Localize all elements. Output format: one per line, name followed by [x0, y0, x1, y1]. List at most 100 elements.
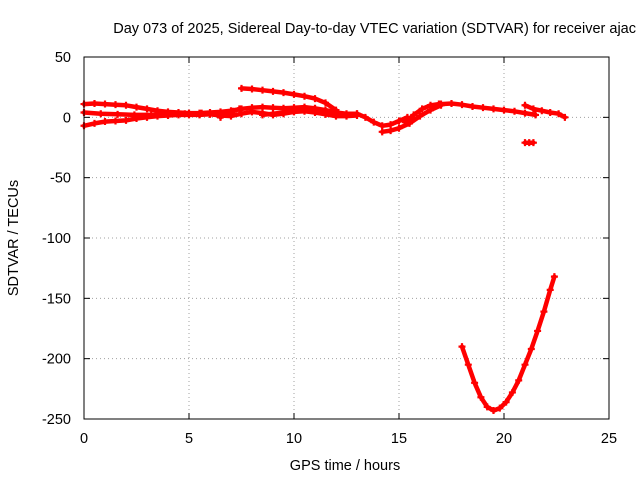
x-tick-label: 15: [391, 431, 407, 447]
data-point: [401, 118, 409, 126]
series-arc-e: [353, 110, 411, 130]
data-point: [238, 84, 245, 92]
x-tick-label: 10: [286, 431, 302, 447]
data-point: [490, 407, 497, 415]
data-point: [248, 85, 256, 93]
data-point: [508, 388, 516, 396]
data-point: [437, 100, 445, 108]
data-point: [361, 113, 369, 121]
data-point: [387, 127, 395, 135]
data-point: [290, 90, 298, 98]
data-point: [164, 110, 172, 118]
data-point: [532, 111, 539, 119]
data-point: [378, 122, 386, 130]
data-point: [101, 118, 109, 126]
data-point: [269, 104, 277, 112]
data-point: [521, 361, 529, 369]
data-point: [471, 379, 479, 387]
data-point: [529, 139, 537, 147]
data-point: [238, 110, 245, 118]
data-point: [500, 106, 508, 114]
data-point: [540, 308, 548, 316]
series-trace: [438, 101, 538, 118]
x-axis-label: GPS time / hours: [290, 458, 400, 474]
data-point: [280, 89, 287, 97]
data-point: [122, 101, 130, 109]
data-point: [311, 105, 319, 113]
y-tick-label: -250: [42, 412, 71, 428]
data-point: [387, 121, 395, 129]
data-point: [235, 105, 243, 113]
data-point: [395, 124, 403, 132]
series-trace: [218, 106, 242, 120]
data-point: [511, 107, 518, 115]
series-layer: [80, 84, 569, 415]
data-point: [248, 108, 256, 116]
data-point: [353, 110, 361, 118]
y-tick-label: -200: [42, 352, 71, 368]
data-point: [527, 345, 535, 353]
data-point: [529, 105, 537, 113]
data-point: [133, 103, 140, 111]
data-point: [418, 105, 426, 113]
series-arc-b: [217, 105, 243, 121]
data-point: [521, 109, 529, 117]
data-point: [143, 105, 151, 113]
data-point: [343, 112, 350, 120]
y-tick-label: 50: [55, 50, 71, 66]
data-point: [534, 327, 542, 335]
series-trace: [459, 274, 557, 413]
y-axis-label: SDTVAR / TECUs: [6, 180, 22, 296]
data-point: [181, 110, 189, 118]
data-point: [301, 92, 308, 100]
data-point: [550, 273, 558, 281]
data-point: [458, 101, 466, 109]
data-point: [427, 101, 434, 109]
data-point: [515, 376, 523, 384]
data-point: [122, 116, 130, 124]
data-point: [521, 101, 529, 109]
y-tick-label: -150: [42, 291, 71, 307]
data-point: [322, 99, 329, 107]
data-point: [395, 117, 403, 125]
series-arc-i: [521, 101, 569, 121]
data-point: [259, 103, 266, 111]
data-point: [416, 112, 424, 120]
data-point: [378, 128, 386, 136]
data-point: [370, 118, 378, 126]
y-tick-label: 0: [63, 110, 71, 126]
data-point: [479, 104, 487, 112]
x-tick-label: 20: [496, 431, 512, 447]
series-arc-j: [458, 273, 558, 415]
data-point: [483, 403, 491, 411]
data-point: [538, 107, 546, 115]
data-point: [410, 111, 418, 119]
series-arc-h: [437, 99, 539, 119]
x-tick-label: 5: [185, 431, 193, 447]
data-point: [280, 109, 287, 117]
data-point: [91, 99, 98, 107]
x-tick-label: 25: [601, 431, 617, 447]
data-point: [448, 99, 455, 107]
data-point: [546, 109, 554, 117]
y-tick-label: -50: [50, 171, 71, 187]
data-point: [259, 111, 266, 119]
data-point: [332, 112, 340, 120]
data-point: [301, 106, 308, 114]
data-point: [555, 110, 563, 118]
series-arc-c: [238, 84, 340, 114]
data-point: [502, 398, 510, 406]
x-tick-label: 0: [80, 431, 88, 447]
data-point: [112, 117, 119, 125]
data-point: [147, 111, 155, 119]
series-trace: [239, 86, 339, 113]
data-point: [469, 102, 476, 110]
data-point: [322, 110, 329, 118]
ticks: 0 5 10 15 20 25 -250 -200 -150 -100 -50 0 50: [42, 50, 617, 447]
data-point: [477, 393, 485, 401]
data-point: [97, 110, 105, 118]
data-point: [91, 119, 98, 127]
series-point-k: [521, 139, 537, 147]
data-point: [198, 109, 206, 117]
